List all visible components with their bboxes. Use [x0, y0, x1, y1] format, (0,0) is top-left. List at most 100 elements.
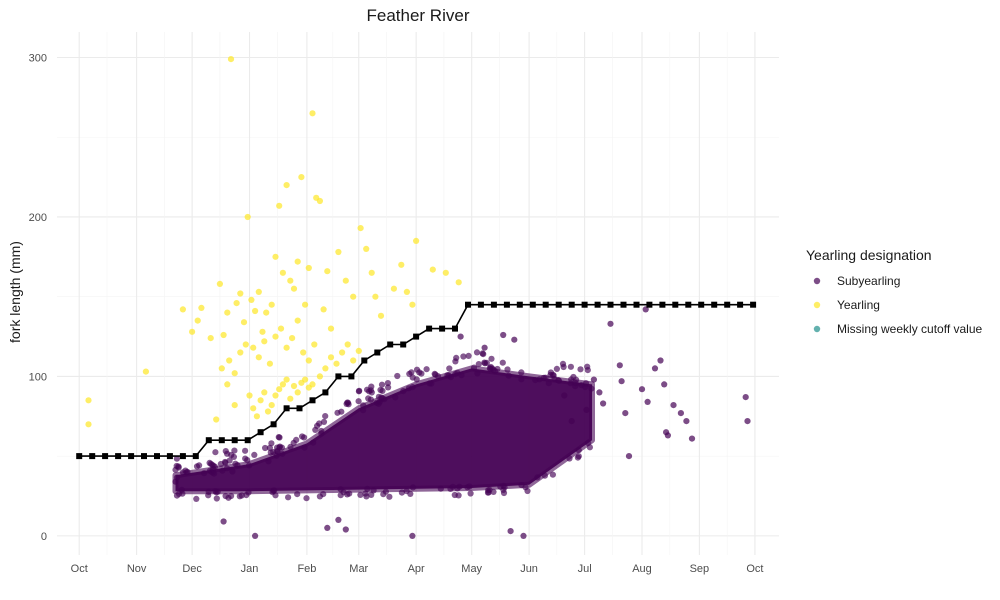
subyearling-point [453, 354, 460, 361]
yearling-point [189, 328, 196, 335]
cutoff-marker [581, 301, 588, 308]
subyearling-point [547, 369, 555, 376]
cutoff-marker [231, 437, 238, 444]
subyearling-point [542, 374, 549, 381]
cutoff-marker [89, 453, 96, 460]
subyearling-point [279, 450, 286, 457]
subyearling-point [413, 376, 420, 383]
yearling-point [218, 365, 225, 372]
subyearling-point [340, 489, 347, 496]
subyearling-point [205, 488, 212, 495]
yearling-point [455, 279, 462, 286]
subyearling-point [370, 487, 377, 494]
subyearling-point [196, 462, 203, 469]
subyearling-point [504, 366, 511, 373]
subyearling-point [211, 470, 218, 477]
subyearling-point [270, 448, 277, 456]
subyearling-point [360, 407, 367, 414]
subyearling-point [382, 488, 389, 495]
subyearling-point [246, 462, 253, 469]
legend: Yearling designation Subyearling Yearling… [806, 247, 983, 336]
subyearling-point [583, 406, 590, 413]
cutoff-marker [374, 349, 381, 356]
subyearling-point [400, 388, 407, 395]
yearling-point [327, 354, 335, 361]
subyearling-point [555, 377, 563, 384]
cutoff-marker [737, 301, 744, 308]
subyearling-point [524, 487, 531, 495]
cutoff-marker [633, 301, 640, 308]
yearling-point [283, 344, 290, 351]
yearling-point [237, 349, 244, 356]
subyearling-point [688, 435, 696, 442]
yearling-point [333, 360, 340, 367]
subyearling-point [175, 464, 182, 471]
cutoff-marker [659, 301, 666, 308]
cutoff-marker [490, 301, 497, 308]
cutoff-marker [257, 429, 264, 436]
yearling-point [179, 306, 186, 313]
subyearling-point [368, 389, 375, 396]
subyearling-point [480, 351, 487, 358]
yearling-point [231, 402, 238, 409]
subyearling-point [338, 408, 345, 415]
subyearling-point [407, 490, 414, 497]
subyearling-point [272, 492, 279, 499]
yearling-point [320, 306, 327, 313]
cutoff-marker [413, 333, 420, 340]
subyearling-point [238, 492, 245, 499]
cutoff-marker [439, 325, 446, 332]
subyearling-point [670, 402, 677, 409]
cutoff-marker [322, 389, 329, 396]
subyearling-point [324, 524, 331, 532]
subyearling-point [607, 320, 614, 327]
yearling-point [252, 307, 259, 315]
yearling-point [257, 397, 264, 404]
yearling-point [302, 376, 309, 383]
yearling-point [309, 381, 316, 388]
yearling-point [413, 237, 420, 244]
yearling-point [237, 290, 244, 297]
subyearling-point [418, 370, 425, 377]
subyearling-point [276, 434, 283, 441]
subyearling-point [375, 400, 382, 407]
yearling-point [322, 365, 329, 372]
subyearling-point [386, 493, 393, 500]
subyearling-point [572, 380, 579, 387]
subyearling-point [586, 444, 594, 451]
yearling-point [224, 309, 231, 316]
x-tick-label: Mar [349, 563, 368, 575]
subyearling-point [378, 381, 386, 388]
subyearling-point [310, 439, 317, 446]
yearling-point [309, 110, 316, 117]
cutoff-marker [115, 453, 122, 460]
yearling-point [294, 258, 301, 265]
subyearling-point [575, 447, 582, 454]
cutoff-marker [620, 301, 627, 308]
yearling-point [368, 269, 375, 276]
subyearling-point [223, 465, 231, 472]
yearling-point [142, 368, 149, 375]
cutoff-marker [387, 341, 394, 348]
yearling-point [263, 309, 270, 316]
yearling-point [266, 360, 273, 367]
yearling-point [255, 288, 262, 295]
yearling-point [350, 357, 357, 364]
subyearling-point [618, 378, 625, 385]
subyearling-point [394, 372, 401, 380]
x-tick-label: Oct [71, 563, 88, 575]
subyearling-point [481, 344, 488, 351]
yearling-point [261, 338, 268, 345]
cutoff-marker [283, 405, 290, 412]
yearling-point [226, 357, 233, 364]
yearling-point [294, 389, 301, 396]
x-tick-label: Jul [578, 563, 592, 575]
yearling-point [207, 335, 214, 342]
cutoff-marker [503, 301, 510, 308]
subyearling-point [303, 495, 310, 502]
subyearling-point [379, 387, 386, 394]
data-points [85, 56, 751, 540]
cutoff-marker [218, 437, 225, 444]
y-tick-label: 0 [41, 531, 47, 543]
